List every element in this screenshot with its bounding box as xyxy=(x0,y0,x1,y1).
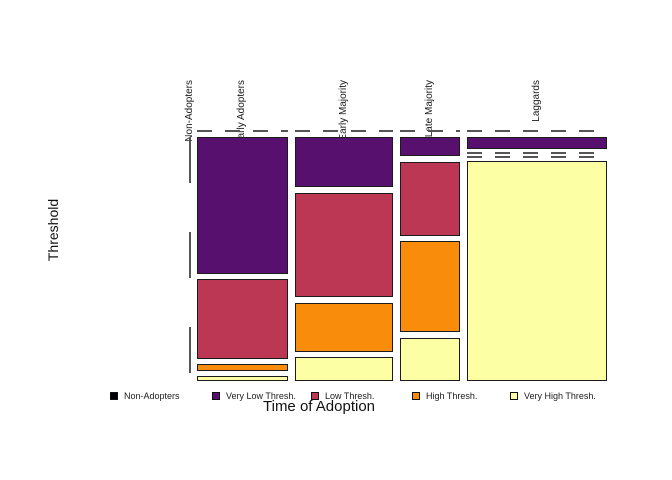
zero-count-cell-dash xyxy=(197,130,288,132)
mosaic-cell xyxy=(294,302,394,352)
zero-count-cell-dash xyxy=(400,130,461,132)
legend-swatch xyxy=(412,392,420,400)
column-label: Non-Adopters xyxy=(184,80,195,142)
legend-label: Non-Adopters xyxy=(124,391,180,401)
legend-label: Very High Thresh. xyxy=(524,391,596,401)
mosaic-cell xyxy=(197,279,288,359)
mosaic-cell xyxy=(197,137,288,274)
legend-swatch xyxy=(510,392,518,400)
mosaic-cell xyxy=(400,337,461,381)
column-label: Laggards xyxy=(531,80,543,122)
x-axis-label: Time of Adoption xyxy=(263,398,376,415)
legend-item: Non-Adopters xyxy=(110,391,180,401)
column-label: Early Adopters xyxy=(236,80,248,146)
legend-item: Very High Thresh. xyxy=(510,391,596,401)
mosaic-cell xyxy=(294,137,394,188)
y-axis-label: Threshold xyxy=(45,198,62,262)
mosaic-cell xyxy=(467,137,607,149)
mosaic-cell xyxy=(400,161,461,236)
zero-count-cell-dash xyxy=(467,151,607,154)
legend-swatch xyxy=(212,392,220,400)
mosaic-cell xyxy=(400,241,461,333)
legend-swatch xyxy=(110,392,118,400)
legend-label: High Thresh. xyxy=(426,391,478,401)
mosaic-cell xyxy=(467,160,607,381)
mosaic-cell xyxy=(294,357,394,381)
column-label: Late Majority xyxy=(424,80,436,138)
zero-width-column-dash xyxy=(189,137,191,381)
y-axis-label-wrap: Threshold xyxy=(42,0,64,460)
zero-count-cell-dash xyxy=(467,130,607,132)
zero-count-cell-dash xyxy=(467,155,607,158)
mosaic-cell xyxy=(294,192,394,298)
legend-item: High Thresh. xyxy=(412,391,477,401)
mosaic-cell xyxy=(197,364,288,371)
mosaic-cell xyxy=(197,376,288,381)
zero-count-cell-dash xyxy=(294,130,394,132)
mosaic-cell xyxy=(400,137,461,157)
